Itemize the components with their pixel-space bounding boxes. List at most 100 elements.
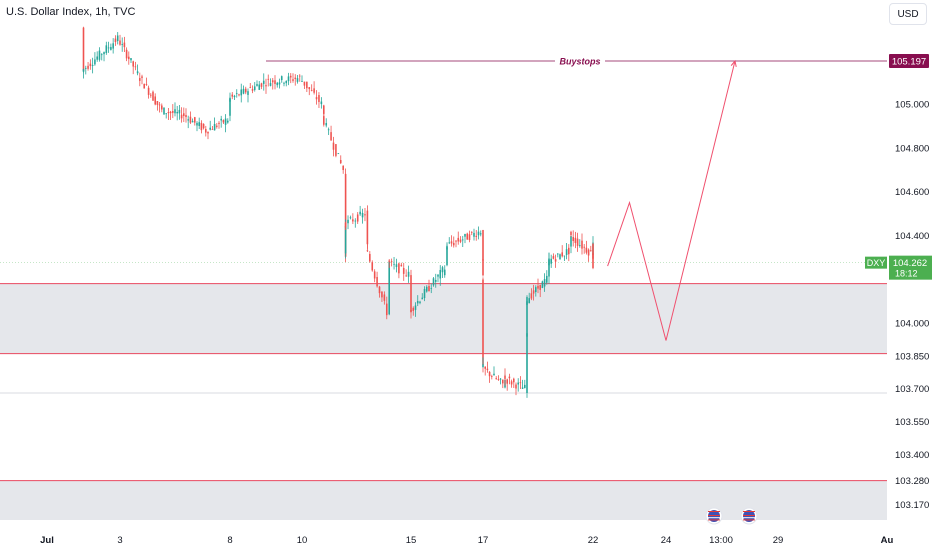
candle[interactable] <box>289 75 292 78</box>
candle[interactable] <box>508 376 511 379</box>
candle[interactable] <box>185 115 187 118</box>
candle[interactable] <box>303 81 306 86</box>
candle[interactable] <box>200 122 203 131</box>
candle[interactable] <box>274 80 276 84</box>
candle[interactable] <box>563 255 566 257</box>
candle[interactable] <box>308 87 311 90</box>
candle[interactable] <box>535 287 537 293</box>
candle[interactable] <box>265 85 267 87</box>
candle[interactable] <box>354 220 357 222</box>
candle[interactable] <box>366 210 369 245</box>
candle[interactable] <box>482 259 484 276</box>
candle[interactable] <box>524 384 526 388</box>
candle[interactable] <box>477 231 480 236</box>
candle[interactable] <box>249 87 252 88</box>
candle[interactable] <box>383 294 386 301</box>
candle[interactable] <box>400 264 403 267</box>
candle[interactable] <box>373 271 376 279</box>
candle[interactable] <box>337 153 340 155</box>
candle[interactable] <box>473 232 475 237</box>
candle[interactable] <box>251 89 254 91</box>
candle[interactable] <box>98 50 101 60</box>
candle[interactable] <box>172 111 174 113</box>
candle[interactable] <box>482 364 484 367</box>
candle[interactable] <box>258 84 261 90</box>
candle[interactable] <box>315 97 318 100</box>
candle[interactable] <box>378 286 381 294</box>
candle[interactable] <box>583 246 585 248</box>
candle[interactable] <box>517 382 519 385</box>
candle[interactable] <box>570 231 572 235</box>
candle[interactable] <box>169 111 172 114</box>
candle[interactable] <box>323 116 325 125</box>
time-axis[interactable] <box>0 528 932 550</box>
candle[interactable] <box>242 88 245 94</box>
candle[interactable] <box>84 67 87 69</box>
candle[interactable] <box>176 111 178 114</box>
candle[interactable] <box>381 291 383 298</box>
candle[interactable] <box>202 123 205 129</box>
candle[interactable] <box>332 142 335 150</box>
candle[interactable] <box>154 96 156 105</box>
candle[interactable] <box>559 254 561 260</box>
candle[interactable] <box>423 289 426 299</box>
projection-path[interactable] <box>607 60 736 341</box>
candle[interactable] <box>352 219 354 222</box>
candle[interactable] <box>497 379 500 381</box>
candle[interactable] <box>532 290 535 294</box>
candle[interactable] <box>301 81 303 82</box>
candle[interactable] <box>116 35 119 42</box>
candle[interactable] <box>216 125 218 127</box>
candle[interactable] <box>388 261 390 315</box>
candle[interactable] <box>388 260 390 262</box>
candle[interactable] <box>412 307 415 311</box>
candle[interactable] <box>359 211 361 215</box>
candle[interactable] <box>306 81 308 89</box>
candle[interactable] <box>156 101 159 105</box>
candle[interactable] <box>446 245 448 266</box>
candle[interactable] <box>191 120 194 123</box>
candle[interactable] <box>147 87 150 95</box>
candle[interactable] <box>530 293 533 299</box>
candle[interactable] <box>287 76 290 82</box>
candle[interactable] <box>271 80 274 83</box>
candle[interactable] <box>410 310 412 313</box>
candle[interactable] <box>448 242 451 244</box>
candle[interactable] <box>515 384 517 389</box>
candle[interactable] <box>141 76 143 78</box>
candle[interactable] <box>235 93 238 95</box>
candle[interactable] <box>143 84 145 89</box>
candle[interactable] <box>105 45 108 54</box>
candle[interactable] <box>82 69 85 72</box>
candle[interactable] <box>364 214 366 216</box>
candle[interactable] <box>552 256 555 259</box>
candle[interactable] <box>123 42 126 48</box>
candle[interactable] <box>446 247 448 250</box>
candle[interactable] <box>183 113 185 117</box>
candle[interactable] <box>554 259 557 262</box>
candle[interactable] <box>330 132 332 141</box>
candle[interactable] <box>278 82 281 85</box>
candle[interactable] <box>548 258 550 266</box>
candle[interactable] <box>119 40 121 45</box>
candle[interactable] <box>393 263 395 265</box>
candle[interactable] <box>493 373 495 376</box>
candle[interactable] <box>229 97 231 102</box>
candle[interactable] <box>240 89 243 96</box>
candle[interactable] <box>419 301 421 303</box>
candle[interactable] <box>347 219 349 224</box>
candle[interactable] <box>292 79 294 81</box>
candle[interactable] <box>224 118 227 125</box>
candle[interactable] <box>410 275 412 312</box>
candle[interactable] <box>459 239 462 242</box>
candle[interactable] <box>543 279 546 287</box>
candle[interactable] <box>276 82 279 86</box>
candle[interactable] <box>220 118 222 121</box>
candle[interactable] <box>94 59 96 65</box>
candle[interactable] <box>486 368 489 371</box>
candle[interactable] <box>421 297 424 300</box>
candle[interactable] <box>576 238 579 246</box>
candle[interactable] <box>461 239 464 241</box>
candle[interactable] <box>112 43 114 49</box>
candle[interactable] <box>269 83 272 86</box>
